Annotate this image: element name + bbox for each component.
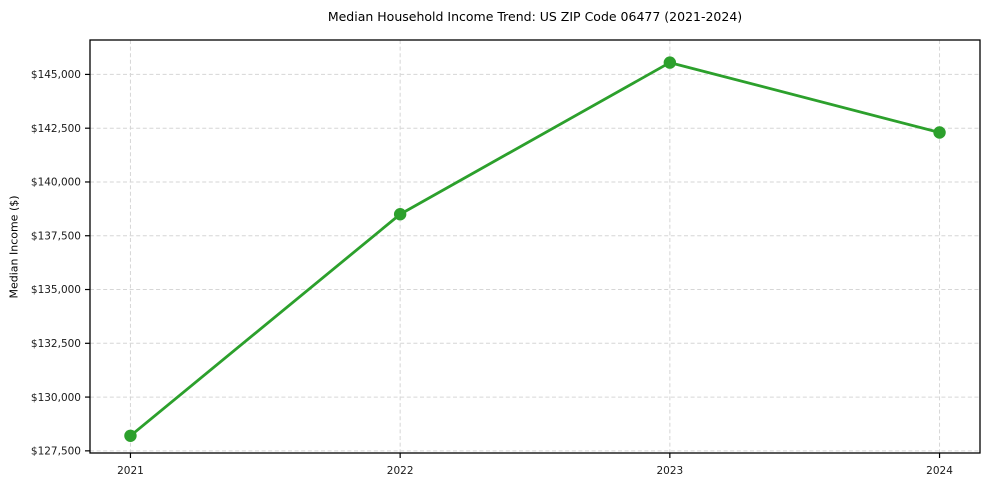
y-tick-label: $137,500 [31,230,81,242]
y-tick-label: $140,000 [31,177,81,189]
data-point-marker [124,429,137,442]
x-tick-label: 2024 [926,465,953,477]
y-tick-label: $142,500 [31,123,81,135]
data-point-marker [663,56,677,69]
chart-title: Median Household Income Trend: US ZIP Co… [327,9,743,24]
y-tick-label: $127,500 [31,446,81,458]
data-point-marker [393,208,407,221]
plot-border [89,39,981,454]
y-tick-label: $130,000 [31,392,81,404]
y-tick-label: $132,500 [31,338,81,350]
y-tick-label: $135,000 [31,284,81,296]
x-tick-label: 2023 [656,465,683,477]
trend-line [129,61,941,438]
y-tick-label: $145,000 [31,69,81,81]
data-point-marker [933,126,946,139]
x-tick-label: 2021 [117,465,144,477]
x-tick-label: 2022 [387,465,414,477]
